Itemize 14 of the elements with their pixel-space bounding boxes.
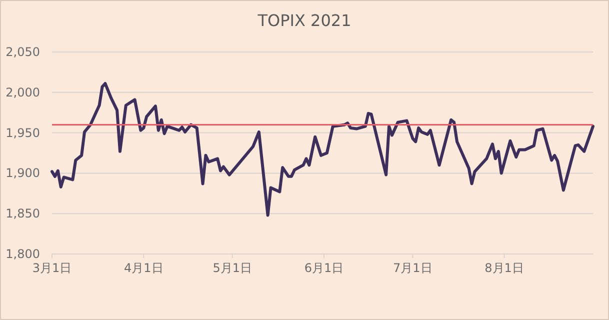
y-tick-label: 1,800 [6,247,40,261]
line-series [50,82,594,217]
x-tick-label: 4月1日 [124,261,164,275]
y-tick-label: 2,050 [6,45,40,59]
y-tick-label: 1,850 [6,206,40,221]
x-tick-label: 7月1日 [393,261,432,275]
x-tick-label: 6月1日 [304,261,344,275]
x-tick-label: 5月1日 [212,261,252,275]
y-tick-label: 1,950 [6,126,40,140]
x-tick-label: 8月1日 [484,261,524,275]
y-tick-label: 2,000 [6,85,40,100]
x-tick-label: 3月1日 [32,261,72,275]
y-tick-label: 1,900 [6,166,40,180]
chart-title: TOPIX 2021 [256,11,352,30]
